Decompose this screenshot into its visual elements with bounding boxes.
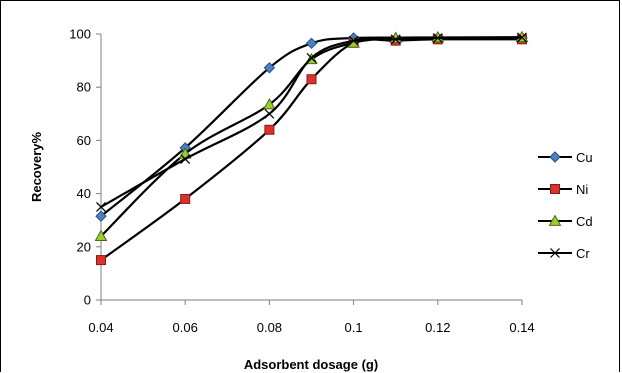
data-point-cd — [263, 97, 276, 110]
x-tick-label: 0.14 — [509, 320, 534, 335]
data-point-cr-stroke — [306, 53, 317, 63]
data-point-cr-stroke — [432, 33, 443, 43]
y-tick-label: 20 — [77, 239, 91, 254]
legend-item-cr: Cr — [538, 246, 590, 261]
legend: Cu Ni Cd Cr — [538, 150, 593, 261]
legend-marker-cd — [548, 214, 562, 226]
x-tick-label: 0.06 — [173, 320, 198, 335]
legend-label-cd: Cd — [576, 214, 593, 229]
data-point-cr — [264, 108, 275, 119]
data-point-cr — [180, 154, 191, 164]
series-cr — [96, 32, 527, 212]
series-line-ni — [100, 38, 523, 261]
x-tick-label: 0.1 — [345, 320, 363, 335]
data-point-cu — [305, 37, 318, 50]
legend-label-cu: Cu — [576, 150, 593, 165]
data-point-cr-stroke — [390, 34, 401, 45]
data-point-cu — [263, 62, 276, 74]
series-ni — [96, 34, 527, 266]
legend-label-cr: Cr — [576, 246, 590, 261]
x-tick-label: 0.08 — [257, 320, 282, 335]
x-tick-label: 0.12 — [425, 320, 450, 335]
data-point-cr — [348, 35, 359, 46]
y-tick-label: 0 — [84, 293, 91, 308]
data-point-ni — [306, 74, 317, 85]
data-point-ni — [180, 193, 191, 204]
data-point-cr-stroke — [180, 154, 191, 164]
legend-marker-cr-stroke — [550, 248, 560, 258]
series-layer — [94, 30, 529, 266]
data-point-cr — [96, 201, 106, 212]
data-point-cu — [95, 210, 107, 222]
data-point-cr-stroke — [96, 201, 106, 212]
data-point-ni — [96, 255, 106, 266]
y-tick-label: 80 — [77, 80, 91, 95]
data-point-cr-stroke — [264, 108, 275, 119]
x-tick-label: 0.04 — [88, 320, 113, 335]
y-tick-label: 60 — [77, 133, 91, 148]
y-tick-label: 40 — [77, 186, 91, 201]
series-cd — [94, 30, 529, 242]
axes: 0 20 40 60 80 100 0.04 0.06 0.08 0.1 0.12 0.14 — [69, 27, 534, 336]
data-point-cr — [390, 34, 401, 45]
x-axis-title: Adsorbent dosage (g) — [244, 357, 378, 372]
legend-marker-cr — [550, 248, 560, 258]
series-line-cd — [100, 36, 523, 237]
data-point-ni — [264, 124, 275, 135]
data-point-cr — [517, 32, 527, 43]
data-point-cr — [432, 33, 443, 43]
legend-marker-cu — [549, 151, 561, 163]
legend-label-ni: Ni — [576, 182, 588, 197]
data-point-cr — [306, 53, 317, 63]
data-point-cd — [94, 229, 108, 242]
legend-marker-ni — [550, 184, 560, 194]
data-point-cr-stroke — [517, 32, 527, 43]
data-point-cr-stroke — [348, 35, 359, 46]
y-tick-label: 100 — [69, 27, 91, 42]
legend-item-cu: Cu — [538, 150, 593, 165]
y-axis-title: Recovery% — [29, 132, 44, 203]
series-line-cu — [100, 36, 522, 218]
legend-item-cd: Cd — [538, 214, 593, 229]
legend-item-ni: Ni — [538, 182, 588, 197]
